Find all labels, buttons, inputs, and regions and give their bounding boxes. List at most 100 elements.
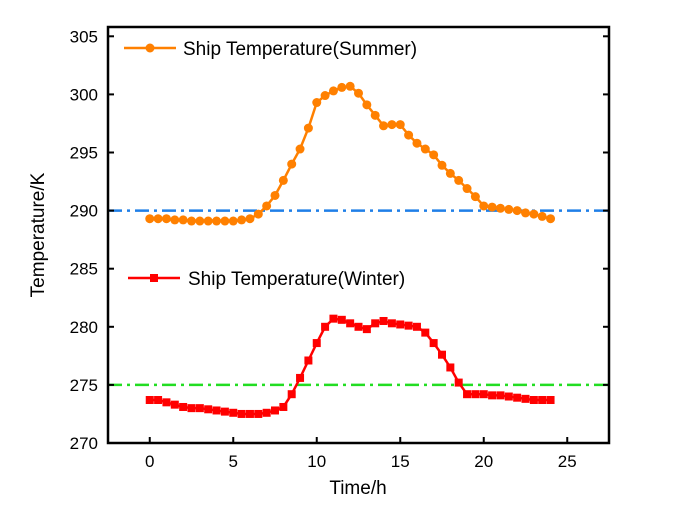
data-point — [379, 316, 388, 325]
legend-summer-marker — [145, 43, 155, 53]
y-tick-label: 290 — [70, 202, 98, 221]
x-tick-label: 5 — [229, 452, 238, 471]
y-tick-label: 270 — [70, 434, 98, 453]
data-point — [546, 396, 555, 405]
data-point — [303, 123, 313, 133]
data-point — [496, 391, 505, 400]
data-point — [153, 214, 163, 224]
data-point — [487, 202, 497, 212]
data-point — [145, 214, 155, 224]
y-tick-label: 275 — [70, 376, 98, 395]
data-point — [237, 409, 246, 418]
data-point — [529, 396, 538, 405]
data-point — [162, 398, 171, 407]
series-summer — [145, 81, 556, 226]
legend-winter-label: Ship Temperature(Winter) — [188, 269, 405, 290]
data-point — [379, 121, 389, 131]
data-point — [245, 409, 254, 418]
data-point — [178, 215, 188, 225]
data-point — [321, 322, 330, 331]
data-point — [495, 203, 505, 213]
data-point — [228, 216, 238, 226]
data-point — [521, 208, 530, 218]
data-point — [145, 396, 154, 405]
data-point — [421, 328, 430, 337]
data-point — [479, 201, 489, 211]
data-point — [446, 363, 455, 372]
data-point — [429, 339, 438, 348]
data-point — [412, 138, 422, 148]
data-point — [229, 408, 238, 417]
data-point — [328, 86, 338, 96]
data-point — [329, 314, 338, 323]
data-point — [154, 396, 163, 405]
data-point — [504, 392, 513, 401]
data-point — [212, 406, 221, 415]
data-point — [170, 400, 179, 409]
y-tick-label: 300 — [70, 85, 98, 104]
data-point — [395, 120, 405, 130]
data-point — [203, 216, 213, 226]
plot-frame — [106, 25, 611, 445]
data-point — [262, 201, 272, 211]
data-point — [354, 322, 363, 331]
legend-winter: Ship Temperature(Winter) — [128, 269, 405, 290]
data-point — [479, 390, 488, 399]
data-point — [429, 150, 439, 160]
data-point — [362, 325, 371, 334]
data-point — [371, 319, 380, 328]
data-point — [287, 390, 296, 399]
data-point — [195, 216, 205, 226]
data-point — [546, 214, 556, 224]
data-point — [412, 322, 421, 331]
data-point — [437, 160, 447, 170]
data-point — [387, 120, 397, 130]
data-point — [279, 402, 288, 411]
y-tick-label: 285 — [70, 260, 98, 279]
data-point — [161, 214, 171, 224]
data-point — [445, 168, 455, 178]
data-point — [537, 211, 547, 221]
y-tick-label: 295 — [70, 143, 98, 162]
data-point — [462, 184, 472, 194]
x-tick-label: 25 — [558, 452, 577, 471]
data-point — [212, 216, 222, 226]
series-line — [149, 84, 551, 223]
data-point — [220, 407, 229, 416]
data-point — [438, 350, 446, 359]
data-point — [396, 320, 405, 329]
data-point — [245, 214, 255, 224]
data-point — [304, 356, 313, 365]
data-point — [345, 81, 355, 91]
data-point — [312, 98, 322, 108]
data-point — [362, 100, 372, 110]
legend-summer-label: Ship Temperature(Summer) — [183, 39, 417, 60]
data-point — [254, 409, 263, 418]
data-point — [512, 206, 522, 216]
data-point — [454, 378, 463, 387]
y-tick-label: 280 — [70, 318, 98, 337]
data-point — [270, 190, 280, 200]
series-line — [149, 317, 551, 416]
data-point — [463, 390, 472, 399]
legend-winter-marker — [150, 274, 158, 282]
data-point — [454, 175, 464, 185]
x-tick-label: 15 — [391, 452, 410, 471]
data-point — [237, 215, 247, 225]
data-point — [262, 408, 271, 417]
data-point — [271, 406, 279, 415]
x-tick-label: 20 — [474, 452, 493, 471]
data-point — [187, 216, 196, 226]
data-point — [387, 319, 396, 328]
y-tick-label: 305 — [70, 27, 98, 46]
data-point — [296, 373, 305, 382]
data-point — [404, 130, 414, 140]
x-tick-label: 0 — [145, 452, 154, 471]
series-winter — [145, 314, 555, 418]
legend-summer: Ship Temperature(Summer) — [124, 39, 417, 60]
data-point — [204, 405, 213, 414]
data-point — [312, 339, 321, 348]
data-point — [337, 315, 346, 324]
y-axis-label: Temperature/K — [28, 172, 49, 297]
